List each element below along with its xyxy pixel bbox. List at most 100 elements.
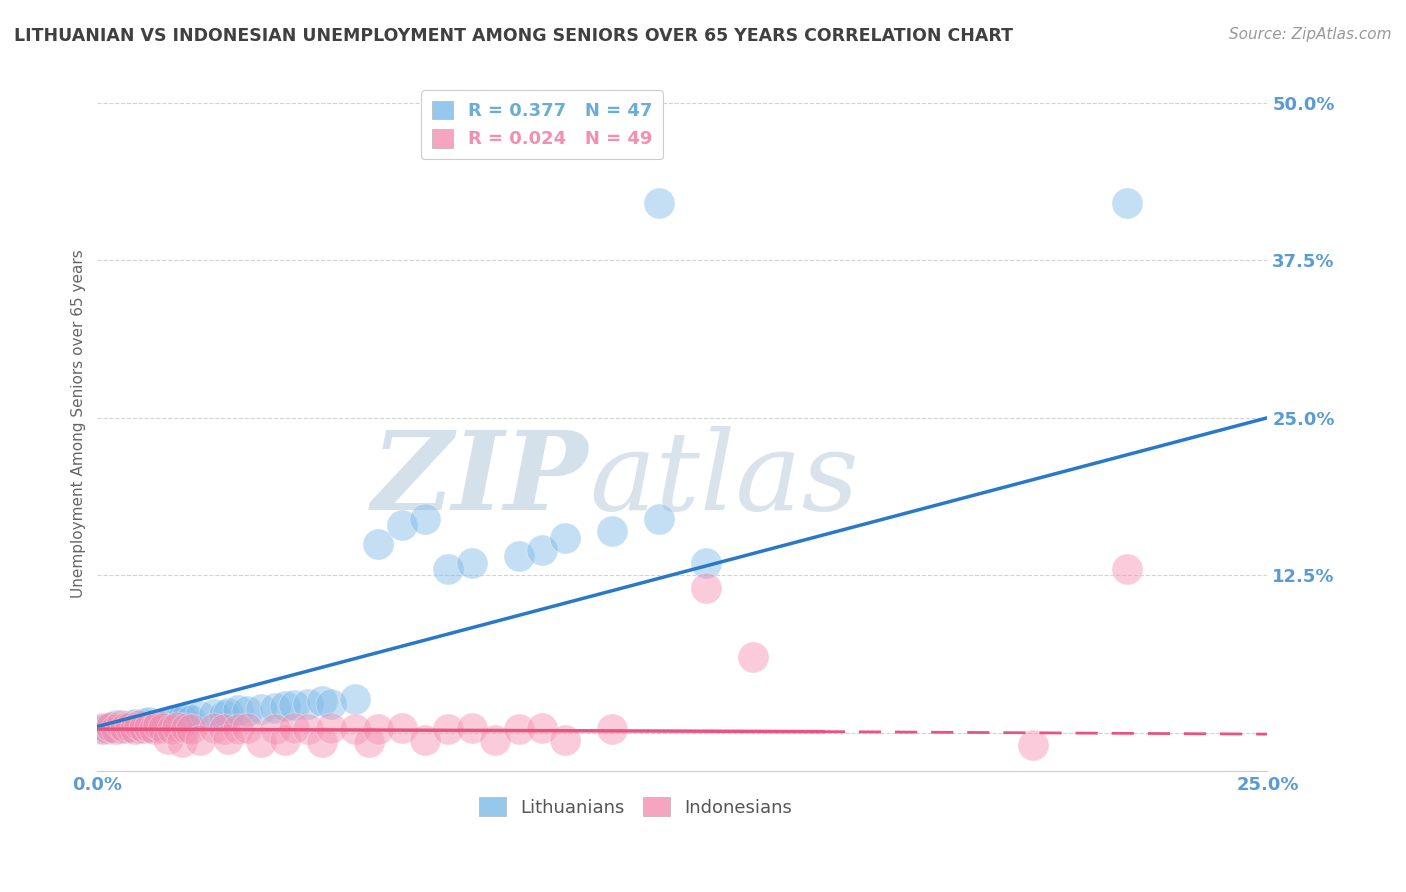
Point	[124, 717, 146, 731]
Point	[110, 718, 132, 732]
Point	[273, 733, 295, 747]
Point	[134, 721, 156, 735]
Point	[508, 549, 530, 564]
Text: atlas: atlas	[589, 425, 859, 533]
Point	[110, 721, 132, 735]
Point	[283, 698, 305, 713]
Point	[114, 721, 136, 735]
Legend: Lithuanians, Indonesians: Lithuanians, Indonesians	[471, 790, 800, 824]
Point	[508, 722, 530, 736]
Point	[174, 721, 197, 735]
Point	[170, 735, 193, 749]
Point	[212, 708, 235, 723]
Point	[357, 735, 380, 749]
Point	[311, 694, 333, 708]
Point	[152, 718, 174, 732]
Point	[367, 722, 389, 736]
Point	[413, 511, 436, 525]
Point	[180, 722, 202, 736]
Point	[120, 718, 142, 732]
Point	[297, 722, 319, 736]
Point	[250, 702, 273, 716]
Point	[297, 697, 319, 711]
Point	[437, 722, 460, 736]
Y-axis label: Unemployment Among Seniors over 65 years: Unemployment Among Seniors over 65 years	[72, 250, 86, 599]
Point	[156, 715, 179, 730]
Point	[236, 705, 259, 719]
Point	[156, 732, 179, 747]
Point	[105, 718, 128, 732]
Point	[283, 721, 305, 735]
Point	[437, 562, 460, 576]
Point	[174, 711, 197, 725]
Point	[1022, 739, 1045, 753]
Point	[413, 733, 436, 747]
Point	[741, 650, 763, 665]
Point	[124, 722, 146, 736]
Point	[217, 732, 239, 747]
Point	[138, 720, 160, 734]
Point	[128, 718, 150, 732]
Point	[648, 511, 671, 525]
Point	[600, 722, 623, 736]
Point	[264, 722, 287, 736]
Text: ZIP: ZIP	[373, 425, 589, 533]
Point	[142, 720, 165, 734]
Point	[96, 721, 118, 735]
Point	[142, 722, 165, 736]
Point	[236, 721, 259, 735]
Point	[367, 537, 389, 551]
Point	[554, 733, 576, 747]
Point	[484, 733, 506, 747]
Point	[461, 556, 484, 570]
Point	[91, 722, 114, 736]
Point	[114, 720, 136, 734]
Point	[96, 722, 118, 736]
Point	[648, 196, 671, 211]
Point	[152, 721, 174, 735]
Point	[343, 691, 366, 706]
Point	[166, 714, 188, 729]
Point	[134, 715, 156, 730]
Point	[160, 713, 183, 727]
Point	[1116, 562, 1139, 576]
Text: LITHUANIAN VS INDONESIAN UNEMPLOYMENT AMONG SENIORS OVER 65 YEARS CORRELATION CH: LITHUANIAN VS INDONESIAN UNEMPLOYMENT AM…	[14, 27, 1014, 45]
Point	[226, 703, 249, 717]
Point	[554, 531, 576, 545]
Point	[202, 721, 225, 735]
Point	[530, 543, 553, 558]
Point	[1116, 196, 1139, 211]
Point	[170, 712, 193, 726]
Point	[264, 700, 287, 714]
Point	[250, 735, 273, 749]
Point	[343, 722, 366, 736]
Point	[321, 721, 343, 735]
Point	[120, 720, 142, 734]
Point	[100, 720, 122, 734]
Point	[138, 714, 160, 729]
Point	[166, 720, 188, 734]
Point	[148, 718, 170, 732]
Text: Source: ZipAtlas.com: Source: ZipAtlas.com	[1229, 27, 1392, 42]
Point	[273, 699, 295, 714]
Point	[212, 722, 235, 736]
Point	[202, 706, 225, 721]
Point	[391, 517, 413, 532]
Point	[391, 721, 413, 735]
Point	[148, 717, 170, 731]
Point	[321, 697, 343, 711]
Point	[311, 735, 333, 749]
Point	[217, 706, 239, 720]
Point	[128, 721, 150, 735]
Point	[160, 722, 183, 736]
Point	[91, 721, 114, 735]
Point	[180, 713, 202, 727]
Point	[461, 721, 484, 735]
Point	[530, 721, 553, 735]
Point	[695, 556, 717, 570]
Point	[188, 733, 211, 747]
Point	[100, 720, 122, 734]
Point	[226, 722, 249, 736]
Point	[188, 709, 211, 723]
Point	[600, 524, 623, 539]
